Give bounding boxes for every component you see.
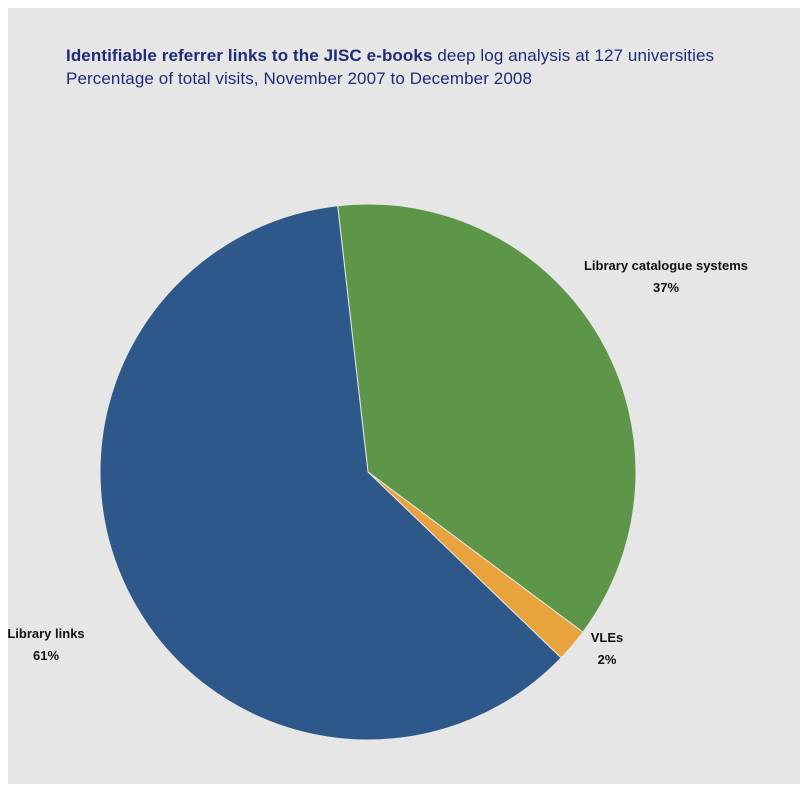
chart-title: Identifiable referrer links to the JISC …	[66, 44, 746, 67]
pie-slice-library-links	[99, 205, 562, 741]
slice-value-label: 61%	[33, 648, 59, 663]
slice-value-label: 37%	[653, 280, 679, 295]
slice-label: Library links	[7, 626, 84, 641]
slice-label: VLEs	[591, 630, 624, 645]
pie-slices	[99, 203, 637, 741]
slice-value-label: 2%	[598, 652, 617, 667]
pie-slice-library-catalogue-systems	[337, 203, 637, 633]
chart-title-bold: Identifiable referrer links to the JISC …	[66, 46, 433, 65]
slice-label: Library catalogue systems	[584, 258, 748, 273]
chart-title-block: Identifiable referrer links to the JISC …	[66, 44, 746, 90]
chart-subtitle: Percentage of total visits, November 200…	[66, 69, 532, 88]
pie-labels: Library catalogue systems 37% VLEs 2% Librar…	[7, 258, 748, 667]
chart-title-rest: deep log analysis at 127 universities	[437, 46, 715, 65]
